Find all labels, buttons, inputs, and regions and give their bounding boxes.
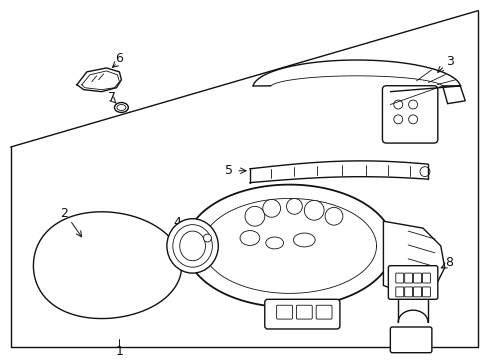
Text: 6: 6 [115, 51, 123, 64]
Text: 3: 3 [445, 55, 453, 68]
FancyBboxPatch shape [395, 287, 403, 297]
Polygon shape [442, 86, 465, 104]
Text: 7: 7 [107, 91, 115, 104]
Circle shape [286, 198, 302, 214]
FancyBboxPatch shape [296, 305, 312, 319]
FancyBboxPatch shape [404, 287, 412, 297]
Ellipse shape [293, 233, 315, 247]
FancyBboxPatch shape [316, 305, 331, 319]
Circle shape [304, 201, 324, 220]
FancyBboxPatch shape [404, 273, 412, 283]
FancyBboxPatch shape [387, 266, 437, 299]
Ellipse shape [265, 237, 283, 249]
Circle shape [203, 234, 211, 242]
Circle shape [244, 206, 264, 226]
Circle shape [262, 199, 280, 217]
Polygon shape [185, 185, 392, 307]
Text: 2: 2 [60, 207, 68, 220]
Ellipse shape [240, 231, 259, 246]
FancyBboxPatch shape [413, 287, 421, 297]
Circle shape [393, 100, 402, 109]
Circle shape [408, 115, 417, 124]
Ellipse shape [117, 104, 125, 111]
Ellipse shape [114, 103, 128, 112]
Circle shape [393, 115, 402, 124]
Ellipse shape [166, 219, 218, 273]
FancyBboxPatch shape [264, 299, 339, 329]
FancyBboxPatch shape [389, 327, 431, 353]
FancyBboxPatch shape [276, 305, 292, 319]
Circle shape [408, 100, 417, 109]
FancyBboxPatch shape [422, 273, 429, 283]
Text: 8: 8 [444, 256, 452, 269]
Ellipse shape [180, 231, 205, 261]
Ellipse shape [172, 225, 212, 267]
Circle shape [419, 167, 429, 177]
Polygon shape [383, 221, 444, 297]
FancyBboxPatch shape [422, 287, 429, 297]
Text: 5: 5 [224, 164, 233, 177]
FancyBboxPatch shape [413, 273, 421, 283]
FancyBboxPatch shape [382, 86, 437, 143]
Circle shape [325, 207, 342, 225]
Text: 1: 1 [115, 345, 123, 358]
FancyBboxPatch shape [395, 273, 403, 283]
Text: 4: 4 [173, 216, 182, 229]
